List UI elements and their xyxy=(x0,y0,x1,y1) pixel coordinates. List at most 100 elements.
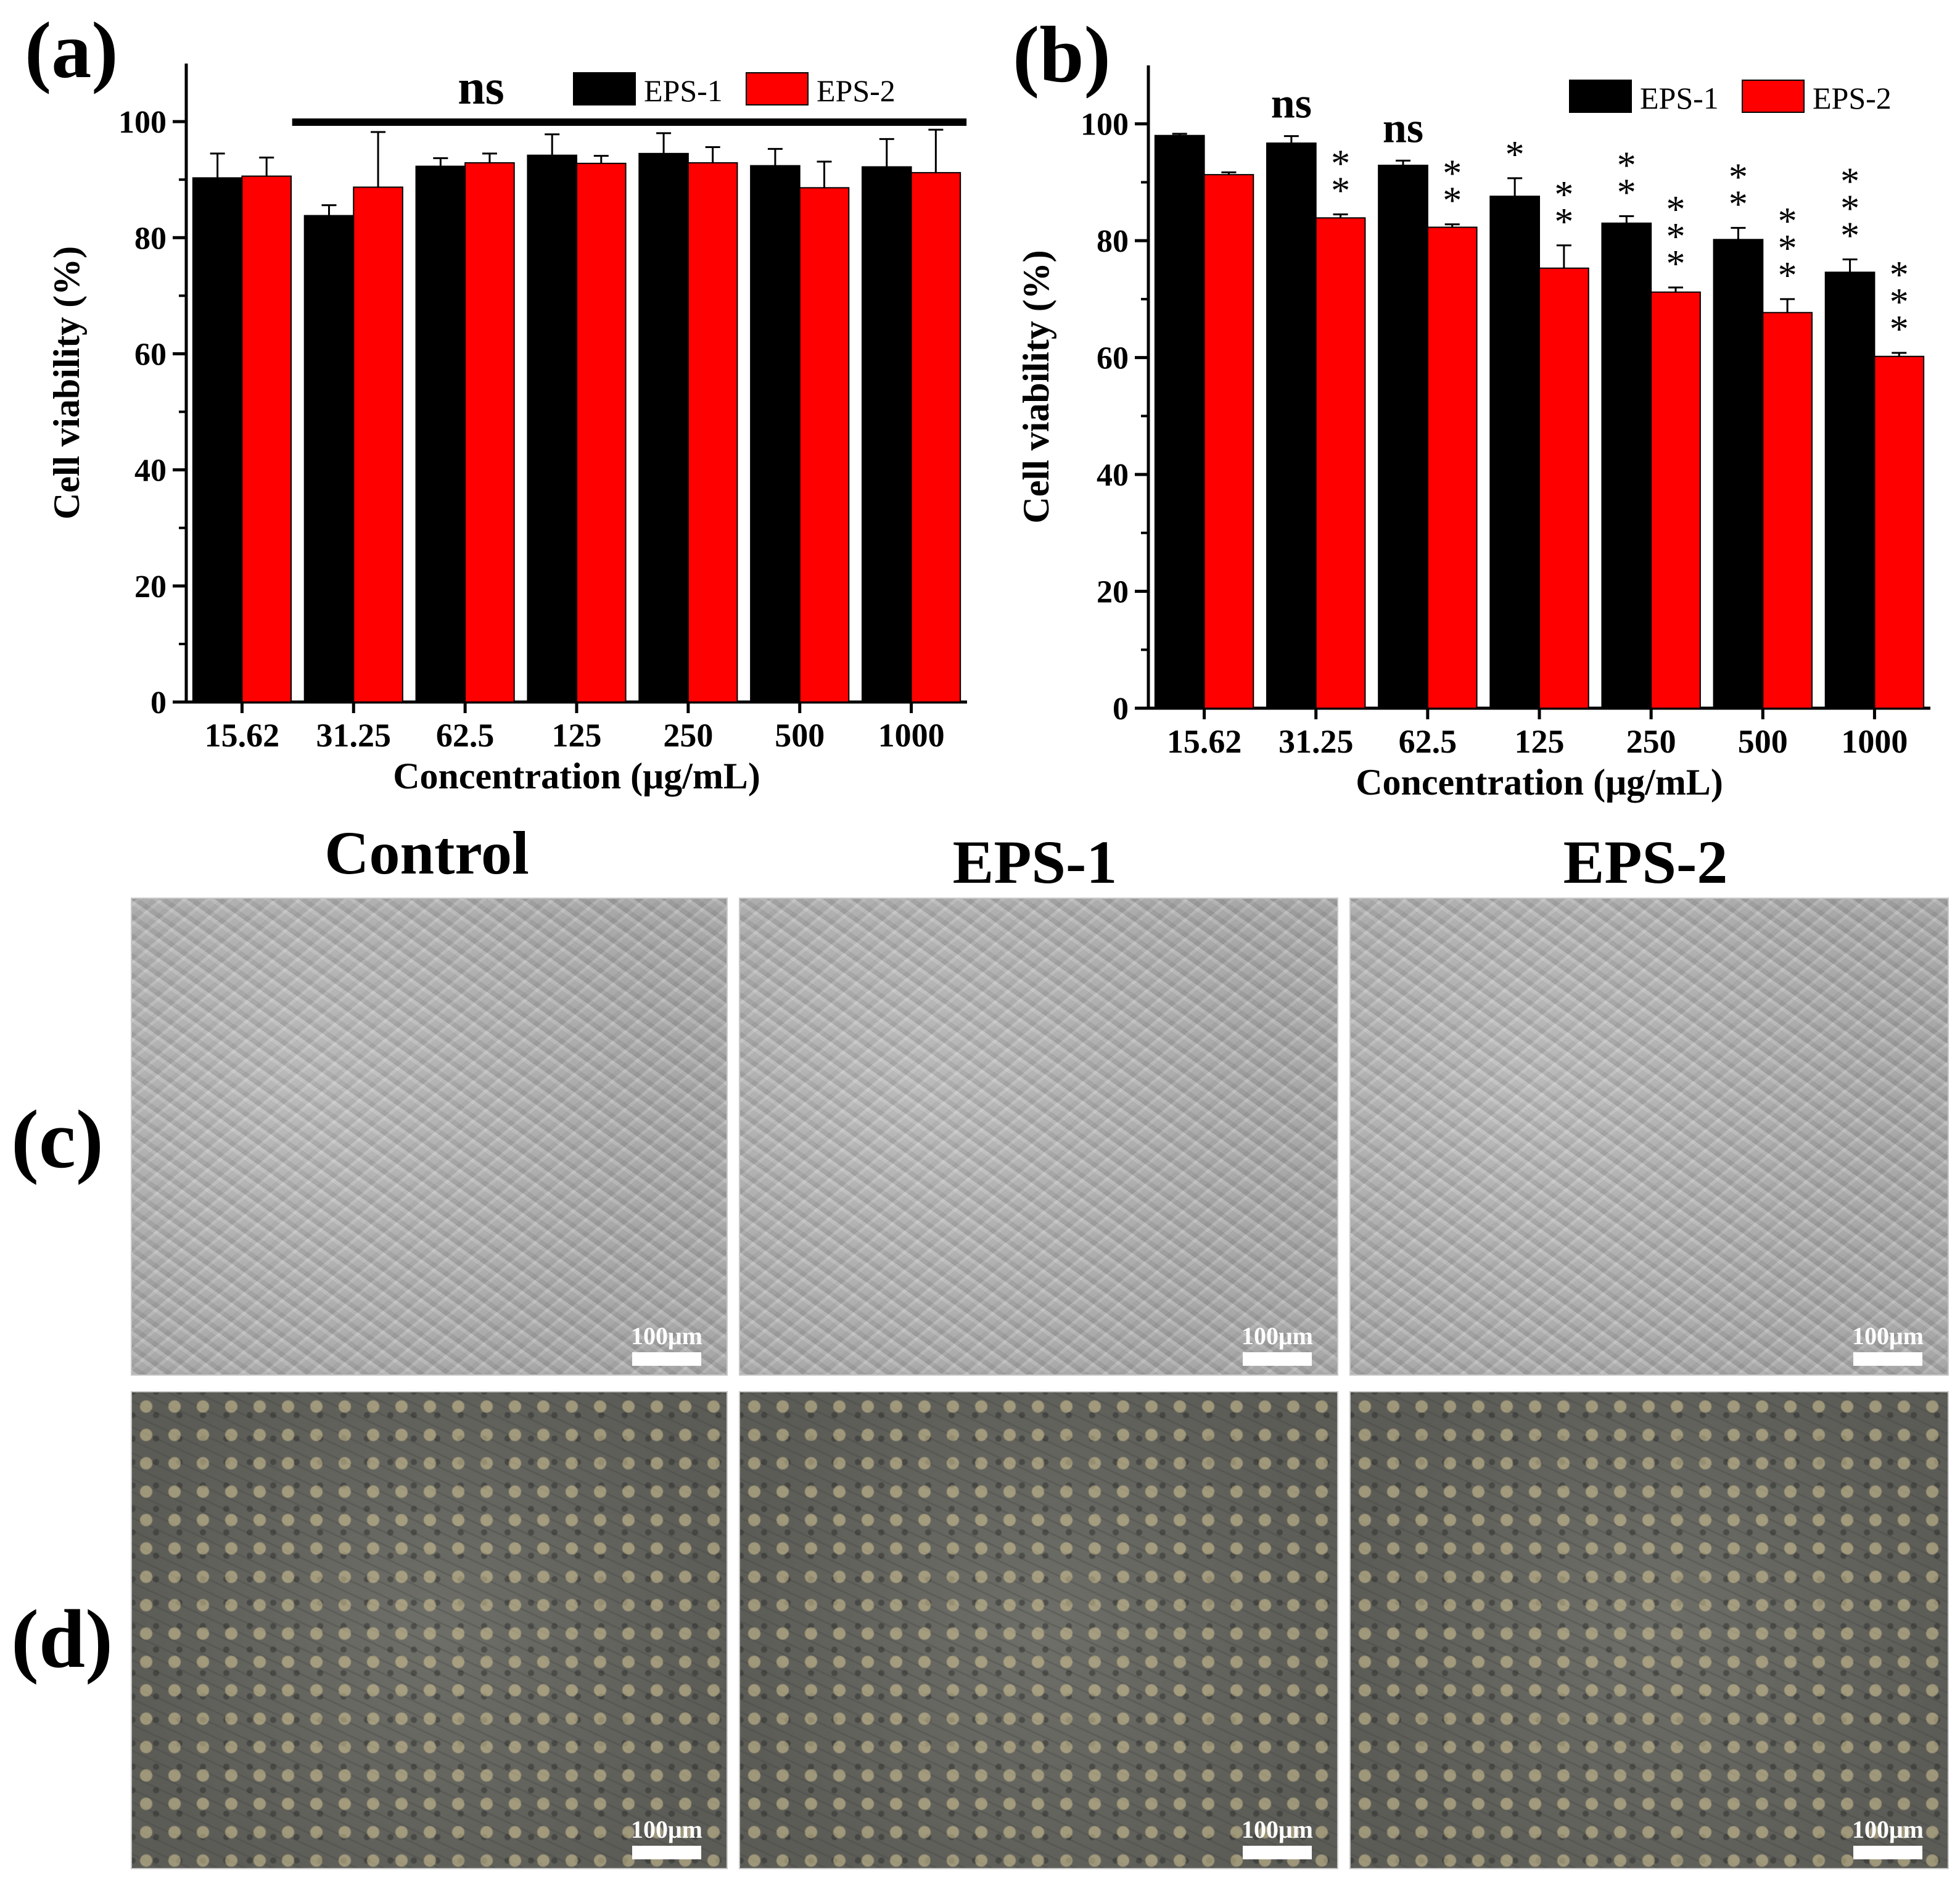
significance-star: * xyxy=(1666,189,1685,231)
bar-eps-2 xyxy=(910,171,961,703)
bar-eps-2 xyxy=(353,186,403,703)
y-axis-title: Cell viability (%) xyxy=(1016,250,1056,523)
significance-star: * xyxy=(1617,144,1636,186)
significance-star: * xyxy=(1554,174,1573,216)
scale-bar-label: 100μm xyxy=(631,1322,702,1350)
x-tick-label: 15.62 xyxy=(205,717,280,754)
significance-star: * xyxy=(1729,156,1748,198)
x-tick-label: 125 xyxy=(1515,723,1565,760)
bar-eps-1 xyxy=(1824,271,1876,709)
bar-eps-1 xyxy=(1378,164,1428,709)
x-tick-label: 62.5 xyxy=(1399,723,1457,760)
scale-bar-line xyxy=(632,1352,701,1366)
significance-star: * xyxy=(1331,170,1350,212)
legend-label-eps-1: EPS-1 xyxy=(644,73,723,108)
x-tick-label: 15.62 xyxy=(1167,723,1242,760)
significance-star: * xyxy=(1778,200,1797,242)
scale-bar: 100μm xyxy=(620,1324,713,1366)
scale-bar-line xyxy=(632,1846,701,1859)
y-tick-label: 80 xyxy=(134,221,167,256)
chart-a: 0 20 40 60 80 100 15.62 31.25 62.5 125 250 500 1000 C… xyxy=(25,6,967,796)
x-tick-label: 31.25 xyxy=(316,717,392,754)
legend-swatch-eps-2 xyxy=(1742,80,1805,113)
significance-label: ns xyxy=(458,60,504,115)
scale-bar: 100μm xyxy=(1842,1817,1934,1859)
significance-star: * xyxy=(1666,216,1685,258)
scale-bar: 100μm xyxy=(1231,1324,1324,1366)
significance-star: * xyxy=(1443,180,1462,222)
row-label-d: (d) xyxy=(11,1593,113,1685)
scale-bar-line xyxy=(1853,1846,1922,1859)
bar-eps-1 xyxy=(1489,196,1540,709)
scale-bar: 100μm xyxy=(1842,1324,1934,1366)
y-tick-label: 80 xyxy=(1097,224,1129,259)
column-title-eps-1: EPS-1 xyxy=(952,828,1118,896)
micrograph-d-eps-2: 100μm xyxy=(1349,1391,1949,1869)
significance-star: * xyxy=(1778,228,1797,270)
bar-eps-1 xyxy=(638,152,689,703)
scale-bar-line xyxy=(1243,1846,1312,1859)
y-tick-label: 60 xyxy=(134,337,167,372)
significance-star: * xyxy=(1666,243,1685,285)
y-tick-label: 100 xyxy=(118,105,167,140)
bar-eps-2 xyxy=(1427,226,1478,709)
significance-star: * xyxy=(1890,308,1909,350)
bar-eps-1 xyxy=(1154,134,1205,709)
bar-eps-2 xyxy=(1650,291,1701,709)
y-tick-label: 0 xyxy=(150,685,167,721)
x-axis-title: Concentration (μg/mL) xyxy=(1356,762,1723,803)
y-tick-label: 40 xyxy=(1097,458,1129,493)
chart-b: 02040608010015.62ns**31.25ns**62.5***125… xyxy=(1013,10,1930,803)
x-axis-title: Concentration (μg/mL) xyxy=(393,756,760,796)
x-tick-label: 250 xyxy=(663,717,713,754)
micrograph-c-eps-1: 100μm xyxy=(739,898,1338,1376)
bar-eps-1 xyxy=(1713,239,1764,709)
legend-label-eps-2: EPS-2 xyxy=(1813,81,1892,115)
bar-eps-2 xyxy=(1315,217,1366,709)
scale-bar: 100μm xyxy=(1231,1817,1324,1859)
legend-swatch-eps-1 xyxy=(573,72,636,105)
y-tick-label: 20 xyxy=(1097,575,1129,610)
y-tick-label: 100 xyxy=(1081,107,1129,143)
scale-bar-label: 100μm xyxy=(1241,1322,1313,1350)
significance-star: * xyxy=(1840,160,1859,202)
bar-eps-2 xyxy=(1762,312,1813,709)
bar-eps-2 xyxy=(1874,355,1925,709)
bar-eps-2 xyxy=(799,187,850,703)
panel-label: (a) xyxy=(25,6,118,95)
scale-bar-line xyxy=(1243,1352,1312,1366)
y-tick-label: 60 xyxy=(1097,341,1129,376)
bar-eps-1 xyxy=(303,215,355,703)
legend-swatch-eps-1 xyxy=(1569,80,1632,113)
scale-bar: 100μm xyxy=(620,1817,713,1859)
significance-star: * xyxy=(1505,134,1525,176)
x-tick-label: 1000 xyxy=(1841,723,1908,760)
scale-bar-line xyxy=(1853,1352,1922,1366)
micrograph-c-eps-2: 100μm xyxy=(1349,898,1949,1376)
panel-label: (b) xyxy=(1013,10,1111,99)
scale-bar-label: 100μm xyxy=(1241,1816,1313,1843)
micrograph-c-control: 100μm xyxy=(131,898,728,1376)
x-tick-label: 1000 xyxy=(878,717,945,754)
x-tick-label: 500 xyxy=(1738,723,1788,760)
y-tick-label: 0 xyxy=(1113,692,1129,727)
column-title-eps-2: EPS-2 xyxy=(1563,828,1728,896)
significance-star: * xyxy=(1840,188,1859,229)
x-tick-label: 31.25 xyxy=(1279,723,1354,760)
bar-eps-2 xyxy=(241,175,292,703)
legend-label-eps-1: EPS-1 xyxy=(1640,81,1719,115)
x-tick-label: 500 xyxy=(775,717,825,754)
row-label-c: (c) xyxy=(11,1094,104,1186)
bar-eps-1 xyxy=(1601,222,1652,709)
x-tick-label: 125 xyxy=(552,717,602,754)
column-title-control: Control xyxy=(324,819,529,887)
bar-eps-1 xyxy=(1266,142,1317,709)
significance-star: * xyxy=(1890,254,1909,296)
x-tick-label: 250 xyxy=(1626,723,1676,760)
bar-eps-2 xyxy=(464,162,515,703)
significance-star: * xyxy=(1840,215,1859,257)
micrograph-d-control: 100μm xyxy=(131,1391,728,1869)
y-tick-label: 40 xyxy=(134,453,167,489)
significance-star: * xyxy=(1554,201,1573,243)
significance-label: ns xyxy=(1383,104,1423,152)
